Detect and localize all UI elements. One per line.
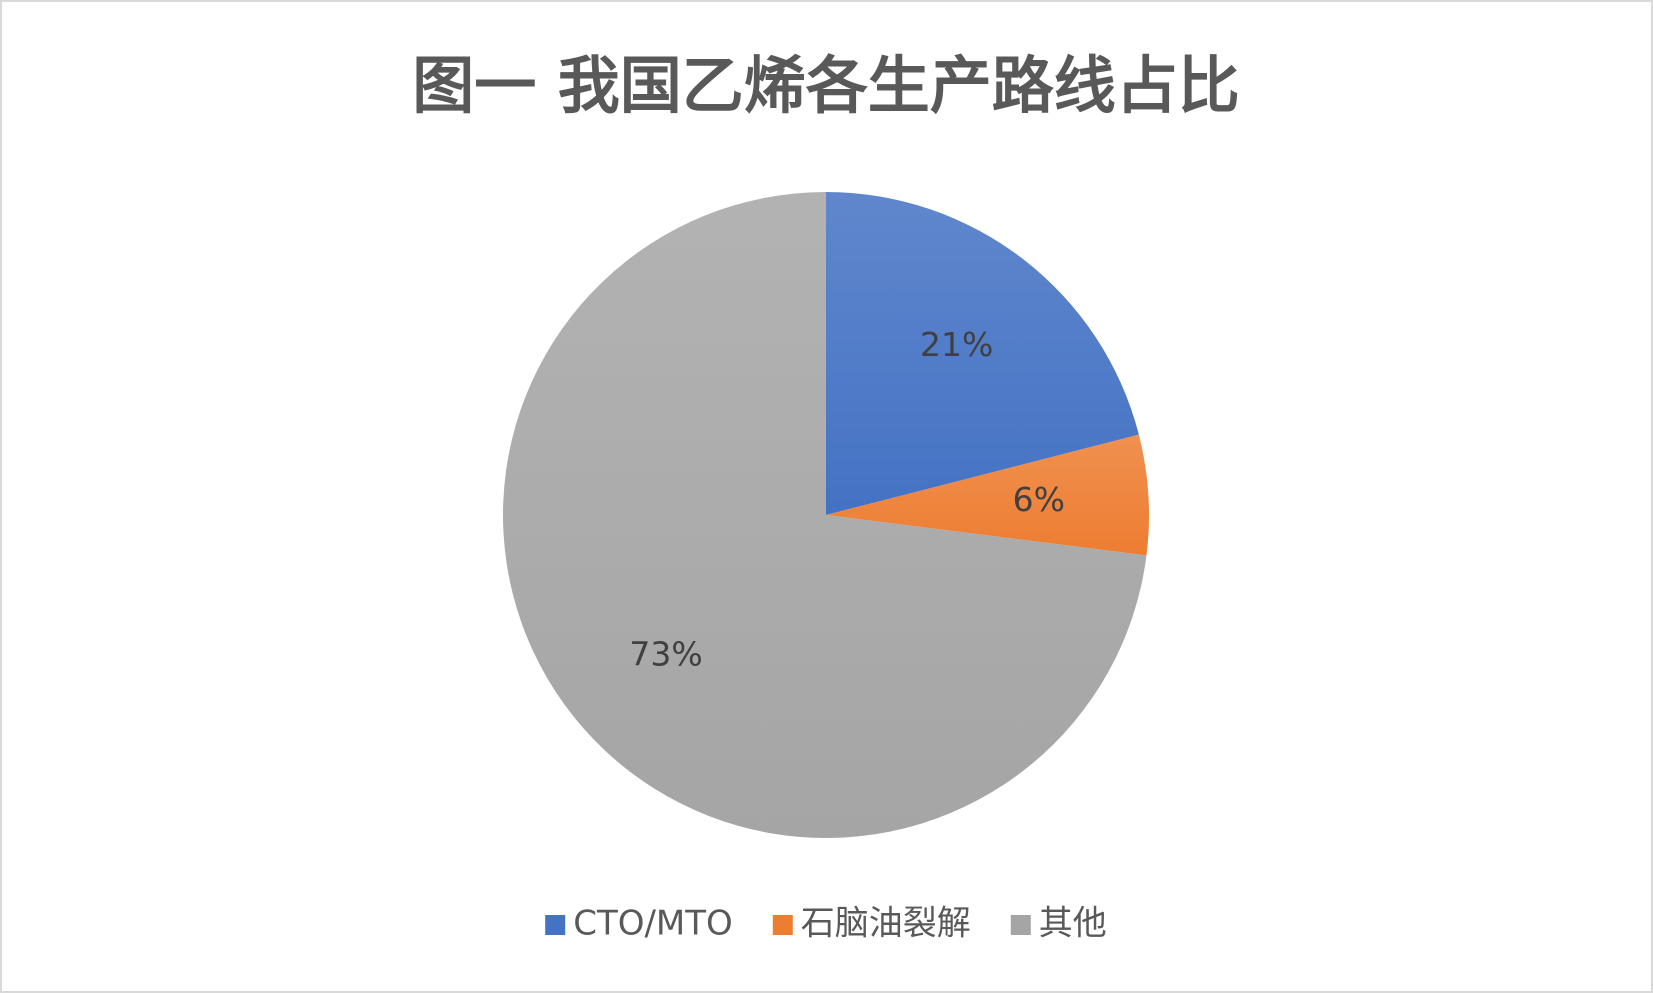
legend-label: CTO/MTO — [573, 904, 733, 944]
data-label: 6% — [1013, 480, 1065, 519]
pie-slice — [826, 192, 1139, 515]
legend-swatch — [772, 915, 793, 935]
legend-swatch — [545, 915, 566, 935]
pie-slice — [826, 434, 1149, 556]
legend-label: 石脑油裂解 — [801, 904, 971, 944]
chart-title: 图一 我国乙烯各生产路线占比 — [412, 49, 1240, 122]
legend-label: 其他 — [1039, 904, 1107, 944]
data-label: 73% — [629, 634, 702, 673]
pie-slice — [502, 192, 1147, 838]
legend-swatch — [1010, 915, 1031, 935]
data-label: 21% — [920, 325, 993, 364]
